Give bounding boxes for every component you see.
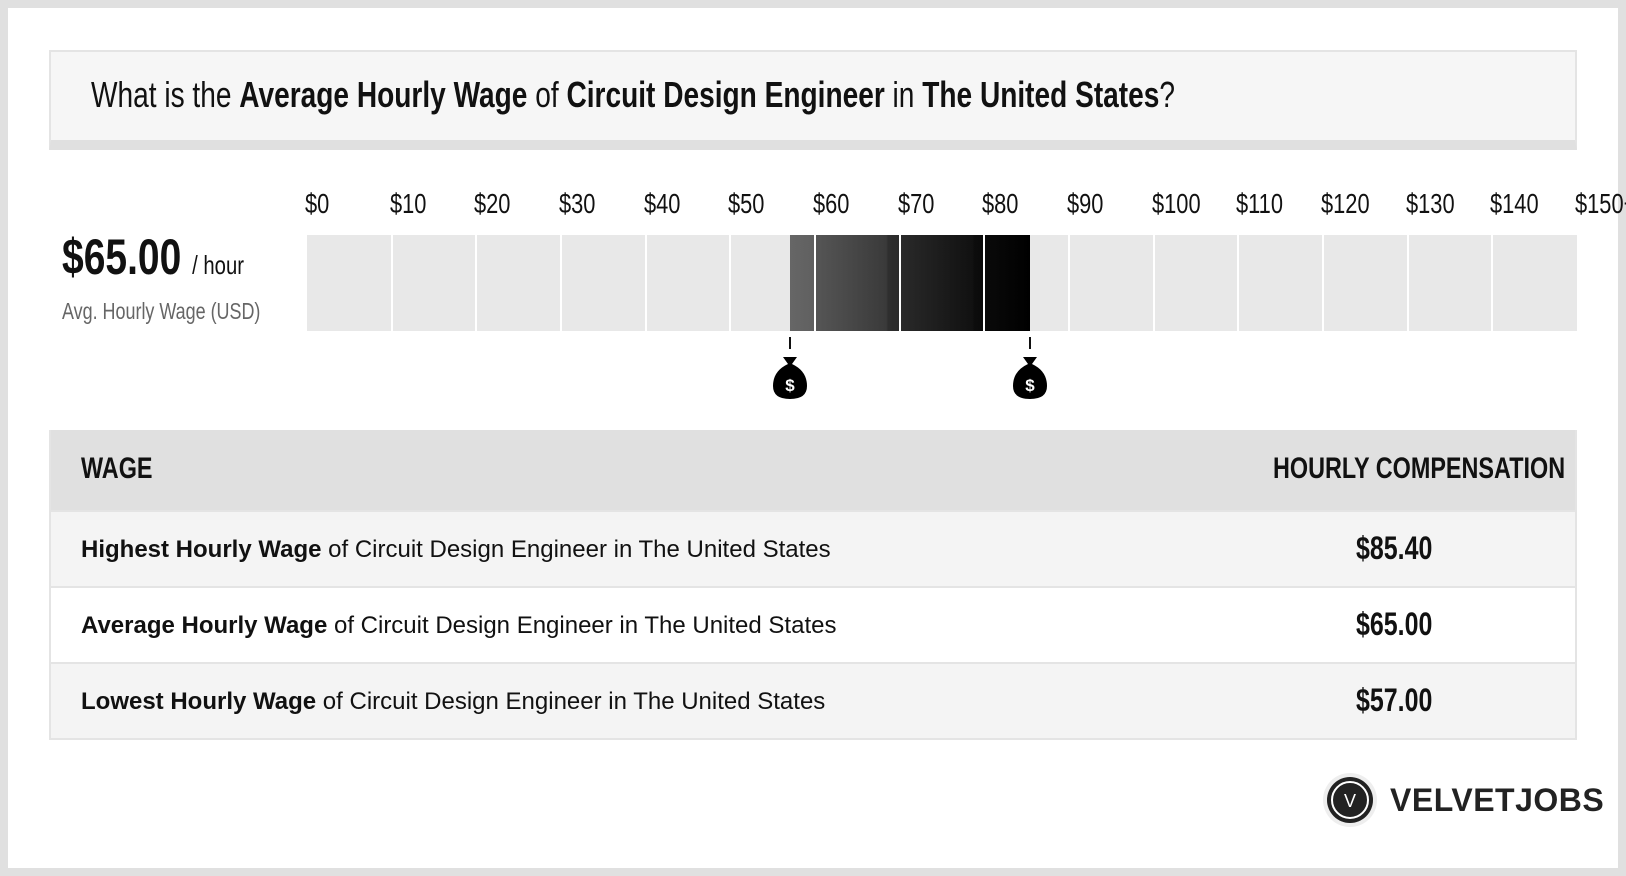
scale-tick-label: $120	[1321, 188, 1370, 219]
row-label: Highest Hourly Wage of Circuit Design En…	[81, 536, 831, 563]
scale-tick-label: $20	[474, 188, 511, 219]
row-label: Average Hourly Wage of Circuit Design En…	[81, 612, 837, 639]
scale-tick-label: $60	[813, 188, 850, 219]
row-value: $65.00	[1356, 606, 1433, 642]
table-row: Lowest Hourly Wage of Circuit Design Eng…	[51, 662, 1575, 738]
svg-text:$: $	[1025, 376, 1035, 395]
svg-text:V: V	[1344, 791, 1356, 811]
table-row: Highest Hourly Wage of Circuit Design En…	[51, 510, 1575, 586]
scale-tick-label: $10	[389, 188, 427, 219]
scale-tick-label: $80	[982, 188, 1019, 219]
header-compensation: HOURLY COMPENSATION	[1273, 452, 1566, 485]
scale-divider	[644, 235, 647, 331]
scale-tick-label: $50	[728, 188, 765, 219]
scale-tick-label: $40	[643, 188, 681, 219]
table-row: Average Hourly Wage of Circuit Design En…	[51, 586, 1575, 662]
scale-tick-label: $130	[1405, 188, 1455, 219]
scale-divider	[390, 235, 393, 331]
header-wage: WAGE	[81, 452, 153, 485]
scale-divider	[1322, 235, 1324, 331]
row-label: Lowest Hourly Wage of Circuit Design Eng…	[81, 688, 826, 715]
scale-divider	[1068, 235, 1070, 331]
scale-tick-label: $140	[1490, 188, 1539, 219]
scale-tick-label: $150+	[1575, 188, 1626, 219]
scale-tick-label: $30	[559, 188, 596, 219]
row-value: $85.40	[1356, 530, 1433, 566]
row-value: $57.00	[1356, 682, 1433, 718]
scale-tick-label: $70	[897, 188, 935, 219]
scale-divider	[1237, 235, 1240, 331]
high-wage-marker-money-bag-icon: $	[1010, 337, 1050, 401]
scale-divider	[814, 235, 816, 331]
wage-range-highlight	[789, 235, 1031, 331]
scale-divider	[898, 235, 901, 331]
scale-divider	[729, 235, 732, 331]
scale-divider	[983, 235, 986, 331]
wage-range-bar	[307, 235, 1577, 331]
scale-divider	[1406, 235, 1409, 331]
scale-divider	[560, 235, 562, 331]
title-box: What is the Average Hourly Wage of Circu…	[49, 50, 1577, 150]
scale-tick-label: $0	[305, 188, 330, 219]
average-wage-label: Avg. Hourly Wage (USD)	[62, 298, 261, 324]
velvetjobs-logo[interactable]: V VELVETJOBS	[1322, 772, 1604, 828]
scale-tick-label: $90	[1067, 188, 1104, 219]
logo-v-icon: V	[1323, 773, 1377, 827]
scale-tick-label: $100	[1151, 188, 1201, 219]
scale-ticks: $0 $10 $20 $30 $40 $50 $60 $70 $80 $90 $100 $110 $12…	[305, 188, 1626, 224]
wage-table: WAGE HOURLY COMPENSATION Highest Hourly …	[49, 430, 1577, 740]
average-wage-value: $65.00 / hour	[62, 229, 245, 285]
logo-text: VELVETJOBS	[1390, 781, 1605, 818]
scale-divider	[1152, 235, 1155, 331]
table-header: WAGE HOURLY COMPENSATION	[51, 430, 1575, 510]
low-wage-marker-money-bag-icon: $	[770, 337, 810, 401]
scale-divider	[475, 235, 478, 331]
page-title: What is the Average Hourly Wage of Circu…	[91, 74, 1176, 115]
scale-tick-label: $110	[1236, 188, 1284, 219]
svg-text:$: $	[785, 376, 795, 395]
scale-divider	[1491, 235, 1494, 331]
